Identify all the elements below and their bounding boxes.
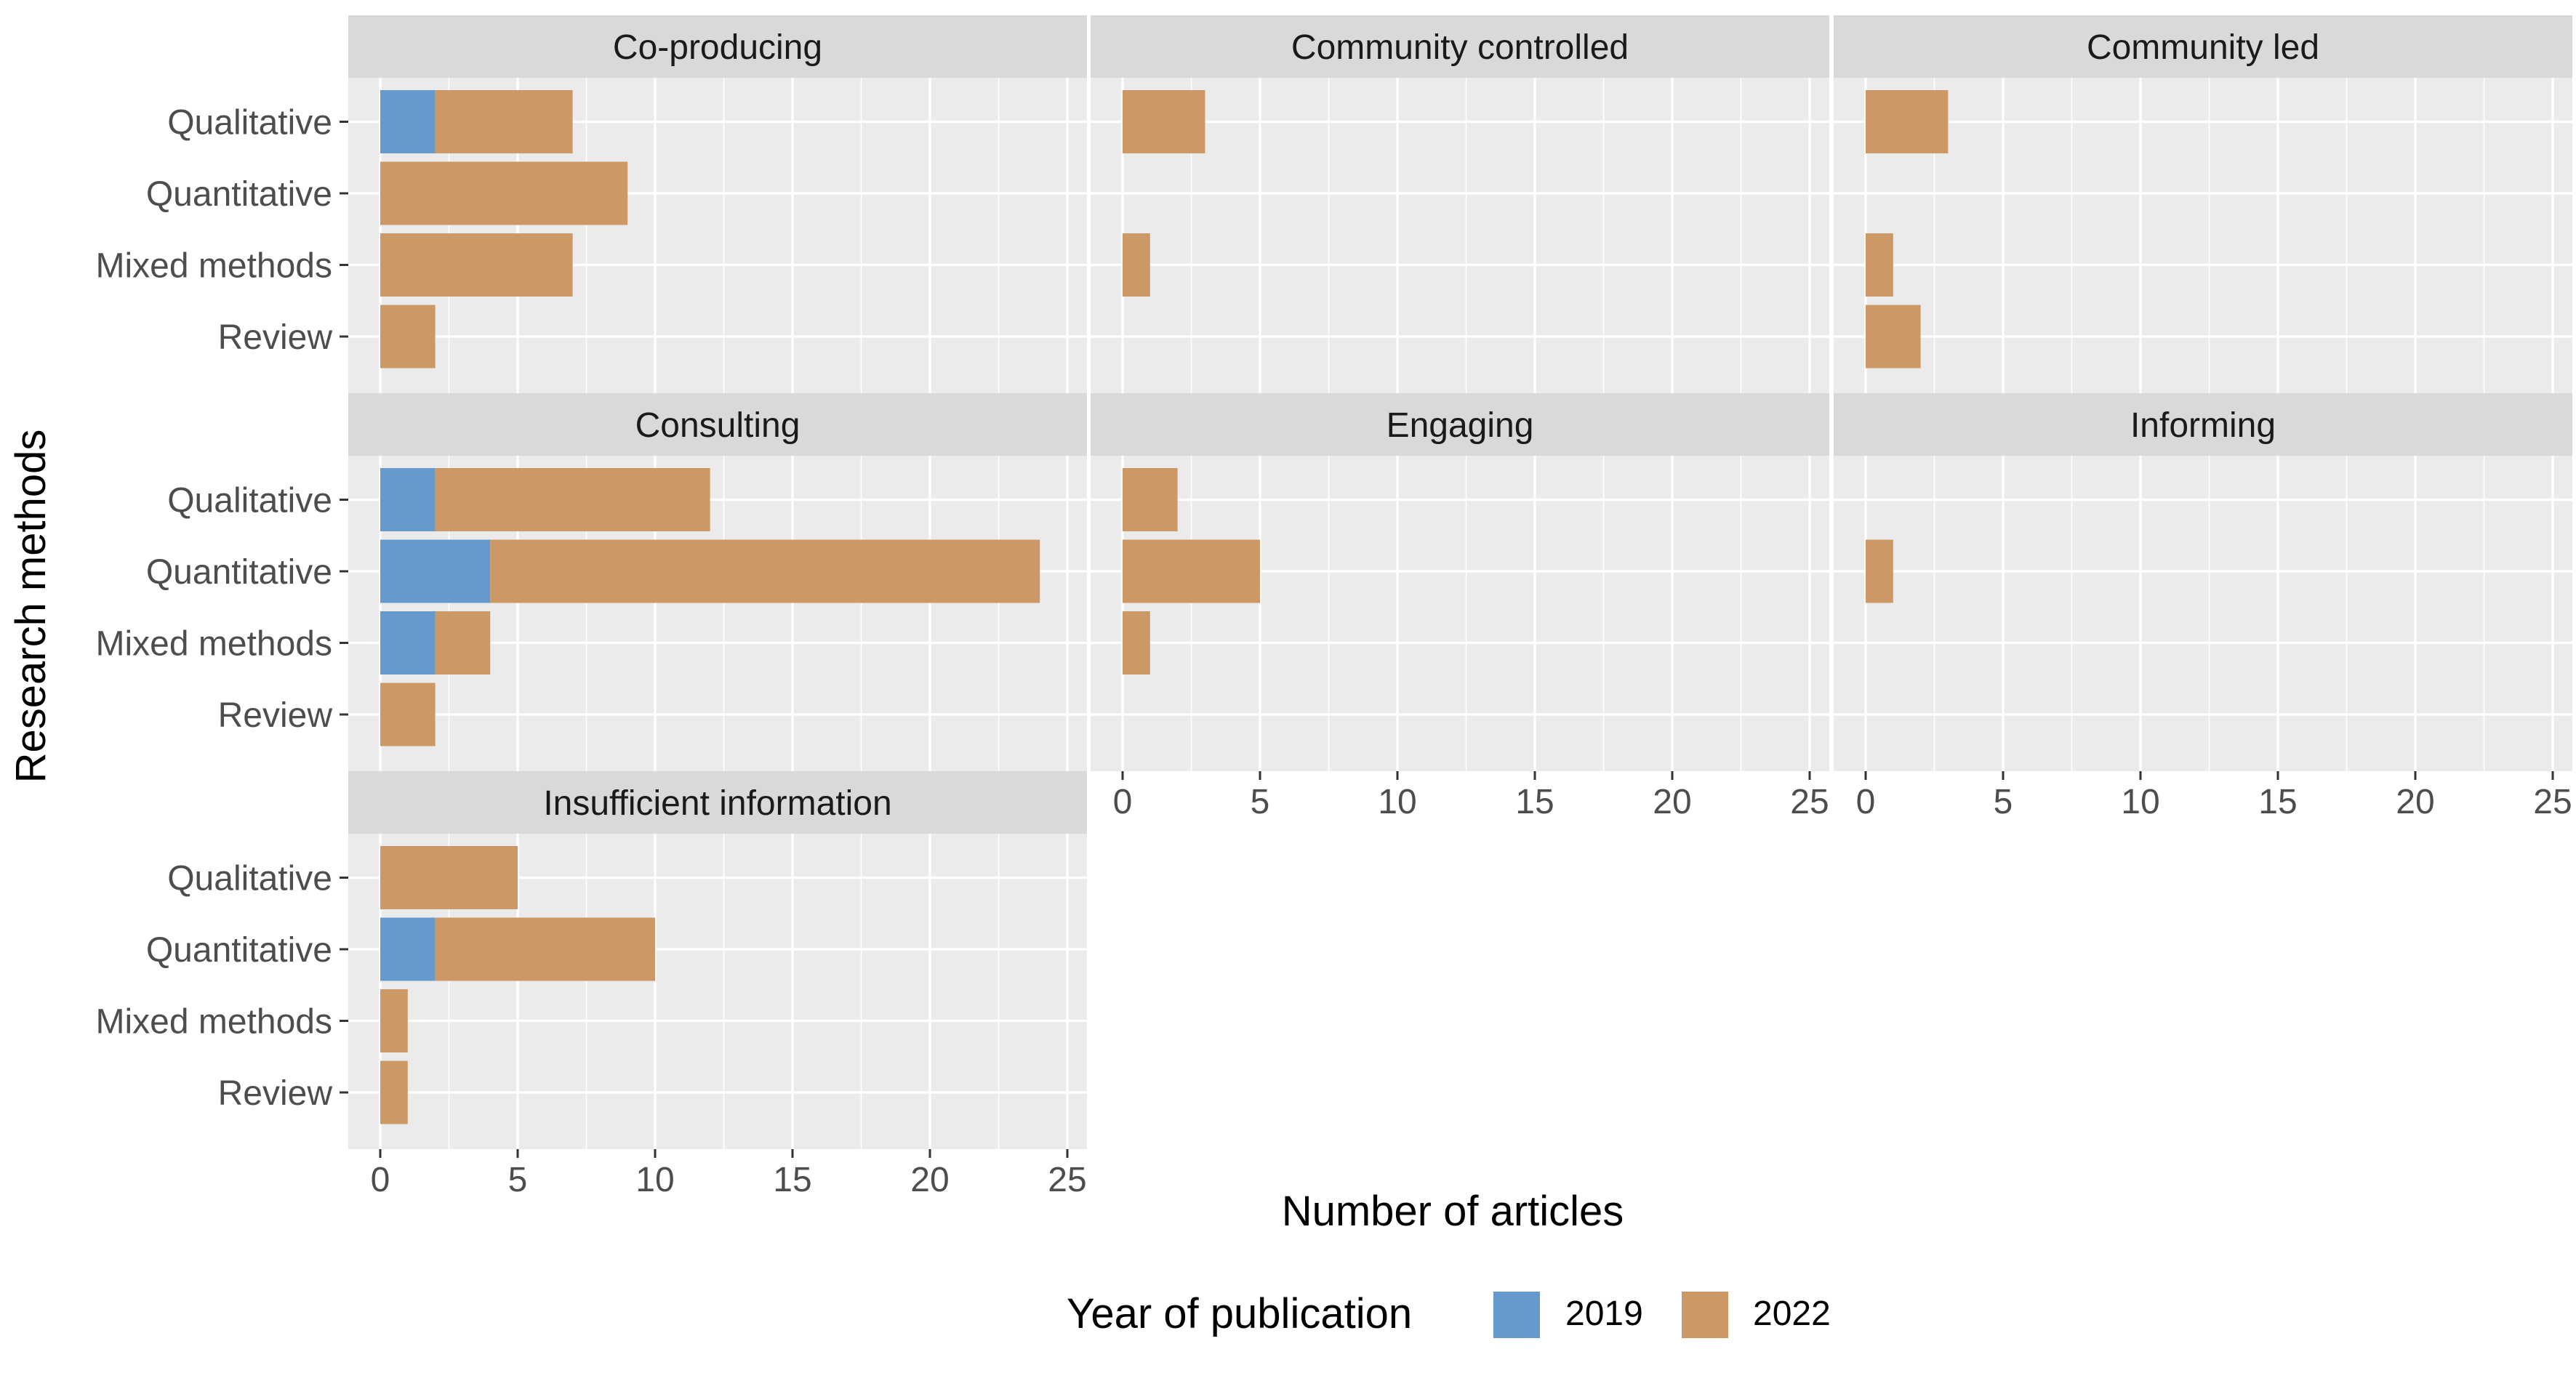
x-tick-label: 5	[1994, 783, 2013, 821]
facet-title-community-controlled: Community controlled	[1291, 28, 1629, 67]
facet-title-insufficient-information: Insufficient information	[543, 784, 891, 823]
bar-community-controlled-qualitative-2022	[1123, 90, 1205, 153]
legend-key-2019	[1493, 1292, 1540, 1338]
x-tick-label: 5	[508, 1161, 528, 1199]
panel-background-engaging	[1091, 456, 1829, 771]
x-tick-label: 15	[1515, 783, 1554, 821]
bar-insufficient-information-mixed-methods-2022	[380, 989, 408, 1052]
bar-engaging-qualitative-2022	[1123, 468, 1178, 531]
x-tick-label: 0	[371, 1161, 390, 1199]
y-tick-label-qualitative: Qualitative	[167, 860, 332, 898]
bar-insufficient-information-quantitative-2019	[380, 917, 436, 981]
x-tick-label: 25	[1048, 1161, 1086, 1199]
y-tick-label-quantitative: Quantitative	[146, 553, 332, 592]
x-tick-label: 0	[1856, 783, 1876, 821]
x-tick-label: 25	[1790, 783, 1829, 821]
x-tick-label: 10	[1378, 783, 1416, 821]
bar-community-led-qualitative-2022	[1866, 90, 1949, 153]
facet-strip-insufficient-information	[348, 771, 1087, 834]
x-tick-label: 0	[1113, 783, 1133, 821]
y-tick-label-qualitative: Qualitative	[167, 482, 332, 520]
bar-insufficient-information-review-2022	[380, 1060, 408, 1124]
facet-title-informing: Informing	[2130, 406, 2276, 445]
panel-background-informing	[1834, 456, 2572, 771]
facet-title-consulting: Consulting	[635, 406, 801, 445]
facet-strip-consulting	[348, 393, 1087, 456]
bar-consulting-mixed-methods-2019	[380, 611, 436, 675]
legend-title: Year of publication	[1067, 1290, 1412, 1337]
bar-co-producing-qualitative-2019	[380, 90, 436, 153]
x-tick-label: 25	[2533, 783, 2572, 821]
bar-consulting-qualitative-2022	[435, 468, 710, 531]
facet-title-community-led: Community led	[2087, 28, 2319, 67]
x-tick-label: 20	[910, 1161, 949, 1199]
x-tick-label: 20	[1653, 783, 1691, 821]
x-axis-title: Number of articles	[1282, 1188, 1624, 1235]
y-tick-label-quantitative: Quantitative	[146, 175, 332, 214]
y-tick-label-mixed-methods: Mixed methods	[96, 625, 332, 664]
legend-label-2019: 2019	[1565, 1295, 1643, 1333]
panel-background-community-led	[1834, 78, 2572, 393]
facet-strip-engaging	[1091, 393, 1829, 456]
bar-co-producing-review-2022	[380, 305, 436, 369]
x-tick-label: 10	[635, 1161, 674, 1199]
bar-consulting-quantitative-2019	[380, 539, 491, 603]
bar-community-led-mixed-methods-2022	[1866, 233, 1893, 297]
y-tick-label-review: Review	[218, 696, 333, 735]
bar-community-controlled-mixed-methods-2022	[1123, 233, 1150, 297]
bar-engaging-quantitative-2022	[1123, 539, 1260, 603]
facet-strip-community-controlled	[1091, 15, 1829, 78]
x-tick-label: 20	[2396, 783, 2434, 821]
y-tick-label-mixed-methods: Mixed methods	[96, 1003, 332, 1042]
y-tick-label-quantitative: Quantitative	[146, 931, 332, 970]
bar-consulting-qualitative-2019	[380, 468, 436, 531]
y-tick-label-qualitative: Qualitative	[167, 104, 332, 142]
y-tick-label-review: Review	[218, 318, 333, 357]
facet-strip-informing	[1834, 393, 2572, 456]
legend: Year of publication 2019 2022	[1067, 1290, 1831, 1338]
facet-title-co-producing: Co-producing	[613, 28, 822, 67]
bar-community-led-review-2022	[1866, 305, 1921, 369]
bar-consulting-review-2022	[380, 683, 436, 746]
legend-label-2022: 2022	[1753, 1295, 1831, 1333]
y-tick-label-mixed-methods: Mixed methods	[96, 247, 332, 286]
bar-informing-quantitative-2022	[1866, 539, 1893, 603]
legend-key-2022	[1682, 1292, 1728, 1338]
x-tick-label: 5	[1251, 783, 1270, 821]
bar-co-producing-mixed-methods-2022	[380, 233, 573, 297]
y-axis-title: Research methods	[7, 430, 55, 784]
x-tick-label: 10	[2121, 783, 2159, 821]
panel-background-community-controlled	[1091, 78, 1829, 393]
bar-consulting-quantitative-2022	[490, 539, 1040, 603]
bar-consulting-mixed-methods-2022	[435, 611, 491, 675]
bar-insufficient-information-quantitative-2022	[435, 917, 655, 981]
bar-co-producing-qualitative-2022	[435, 90, 573, 153]
y-tick-label-review: Review	[218, 1074, 333, 1113]
x-tick-label: 15	[773, 1161, 811, 1199]
bar-co-producing-quantitative-2022	[380, 161, 628, 225]
x-tick-label: 15	[2258, 783, 2297, 821]
bar-insufficient-information-qualitative-2022	[380, 846, 518, 909]
facet-strip-co-producing	[348, 15, 1087, 78]
facet-title-engaging: Engaging	[1387, 406, 1534, 445]
facet-strip-community-led	[1834, 15, 2572, 78]
bar-engaging-mixed-methods-2022	[1123, 611, 1150, 675]
